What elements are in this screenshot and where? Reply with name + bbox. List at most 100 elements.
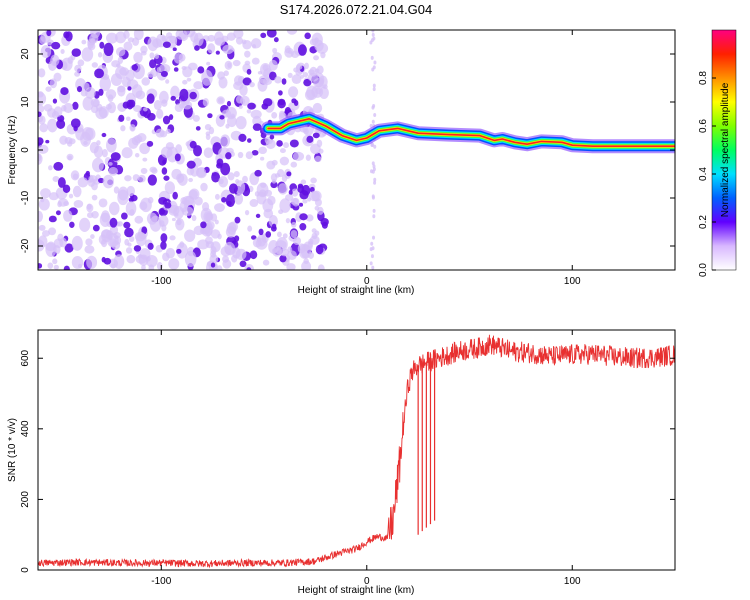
noise-speck xyxy=(146,93,155,104)
noise-speck xyxy=(286,171,292,177)
noise-speck xyxy=(125,201,137,216)
noise-speck xyxy=(123,30,130,39)
ridge-band-5 xyxy=(267,118,675,147)
noise-speck xyxy=(128,197,134,203)
noise-speck xyxy=(371,30,375,33)
noise-speck xyxy=(170,85,180,99)
noise-speck xyxy=(91,157,104,173)
noise-speck xyxy=(127,86,132,91)
noise-speck xyxy=(311,85,324,98)
noise-speck xyxy=(158,215,169,227)
noise-speck xyxy=(244,60,251,66)
noise-speck xyxy=(72,185,82,198)
noise-speck xyxy=(216,265,223,270)
noise-speck xyxy=(205,133,211,141)
noise-speck xyxy=(139,201,148,211)
noise-speck xyxy=(61,57,73,71)
noise-speck xyxy=(279,248,290,257)
noise-speck xyxy=(221,197,227,203)
noise-speck xyxy=(216,158,224,167)
noise-speck xyxy=(63,209,73,222)
noise-speck xyxy=(273,37,279,43)
noise-speck xyxy=(161,99,168,107)
noise-speck xyxy=(298,202,304,207)
noise-speck xyxy=(70,170,80,181)
noise-speck xyxy=(99,76,111,92)
noise-speck xyxy=(304,32,311,40)
noise-speck xyxy=(188,189,198,200)
noise-speck xyxy=(295,64,303,70)
noise-speck xyxy=(45,86,52,92)
noise-speck xyxy=(151,167,158,174)
noise-speck xyxy=(250,109,262,119)
noise-speck xyxy=(214,219,219,225)
noise-speck xyxy=(117,85,126,93)
noise-speck xyxy=(309,66,318,77)
noise-speck xyxy=(163,175,170,181)
noise-speck xyxy=(123,221,131,229)
noise-speck xyxy=(87,178,96,187)
noise-speck xyxy=(48,227,57,236)
noise-speck xyxy=(269,134,275,140)
noise-speck xyxy=(108,201,120,216)
noise-speck xyxy=(276,231,282,238)
x-tick-label: 0 xyxy=(364,576,370,587)
noise-speck xyxy=(113,186,120,194)
noise-speck xyxy=(239,260,247,268)
noise-speck xyxy=(235,115,247,130)
noise-speck xyxy=(302,199,308,204)
noise-speck xyxy=(272,47,278,54)
noise-speck xyxy=(46,30,52,37)
noise-speck xyxy=(38,154,42,162)
noise-speck xyxy=(245,151,253,160)
noise-speck xyxy=(287,246,293,253)
spectrogram-ylabel: Frequency (Hz) xyxy=(7,116,18,185)
snr-xlabel: Height of straight line (km) xyxy=(298,585,415,596)
noise-speck xyxy=(177,173,188,186)
noise-speck xyxy=(77,59,85,67)
noise-speck xyxy=(172,191,178,200)
noise-speck xyxy=(176,219,182,226)
noise-speck xyxy=(291,98,297,104)
noise-speck xyxy=(109,225,119,236)
colorbar-ticks: 0.0 0.2 0.4 0.6 0.8 xyxy=(698,71,716,277)
noise-speck xyxy=(270,173,278,182)
noise-speck xyxy=(38,104,45,114)
noise-speck xyxy=(225,152,232,160)
noise-speck xyxy=(82,96,94,111)
noise-speck xyxy=(226,115,237,128)
noise-speck xyxy=(372,104,376,109)
noise-speck xyxy=(258,228,264,236)
noise-speck xyxy=(372,83,376,88)
noise-speck xyxy=(220,134,231,148)
noise-speck xyxy=(60,49,65,55)
noise-speck xyxy=(183,30,196,38)
noise-speck xyxy=(265,231,272,238)
noise-speck xyxy=(172,47,177,52)
noise-speck xyxy=(297,185,305,194)
noise-speck xyxy=(160,146,173,158)
colorbar-tick-label: 0.4 xyxy=(698,167,709,181)
noise-speck xyxy=(317,264,325,270)
noise-speck xyxy=(140,167,148,175)
noise-speck xyxy=(73,199,84,208)
noise-speck xyxy=(200,221,207,229)
noise-speck xyxy=(106,32,118,44)
noise-speck xyxy=(97,52,103,58)
noise-speck xyxy=(218,76,228,89)
noise-speck xyxy=(108,166,119,176)
noise-speck xyxy=(123,41,133,51)
noise-speck xyxy=(142,157,148,162)
noise-speck xyxy=(302,71,309,78)
noise-speck xyxy=(63,102,74,114)
noise-speck xyxy=(179,88,189,102)
noise-speck xyxy=(224,60,233,70)
noise-speck xyxy=(222,259,232,269)
noise-speck xyxy=(48,165,53,171)
noise-speck xyxy=(303,258,309,264)
noise-speck xyxy=(249,250,258,260)
noise-speck xyxy=(169,35,178,44)
noise-speck xyxy=(160,233,168,243)
noise-speck xyxy=(176,242,188,259)
noise-speck xyxy=(226,100,232,107)
